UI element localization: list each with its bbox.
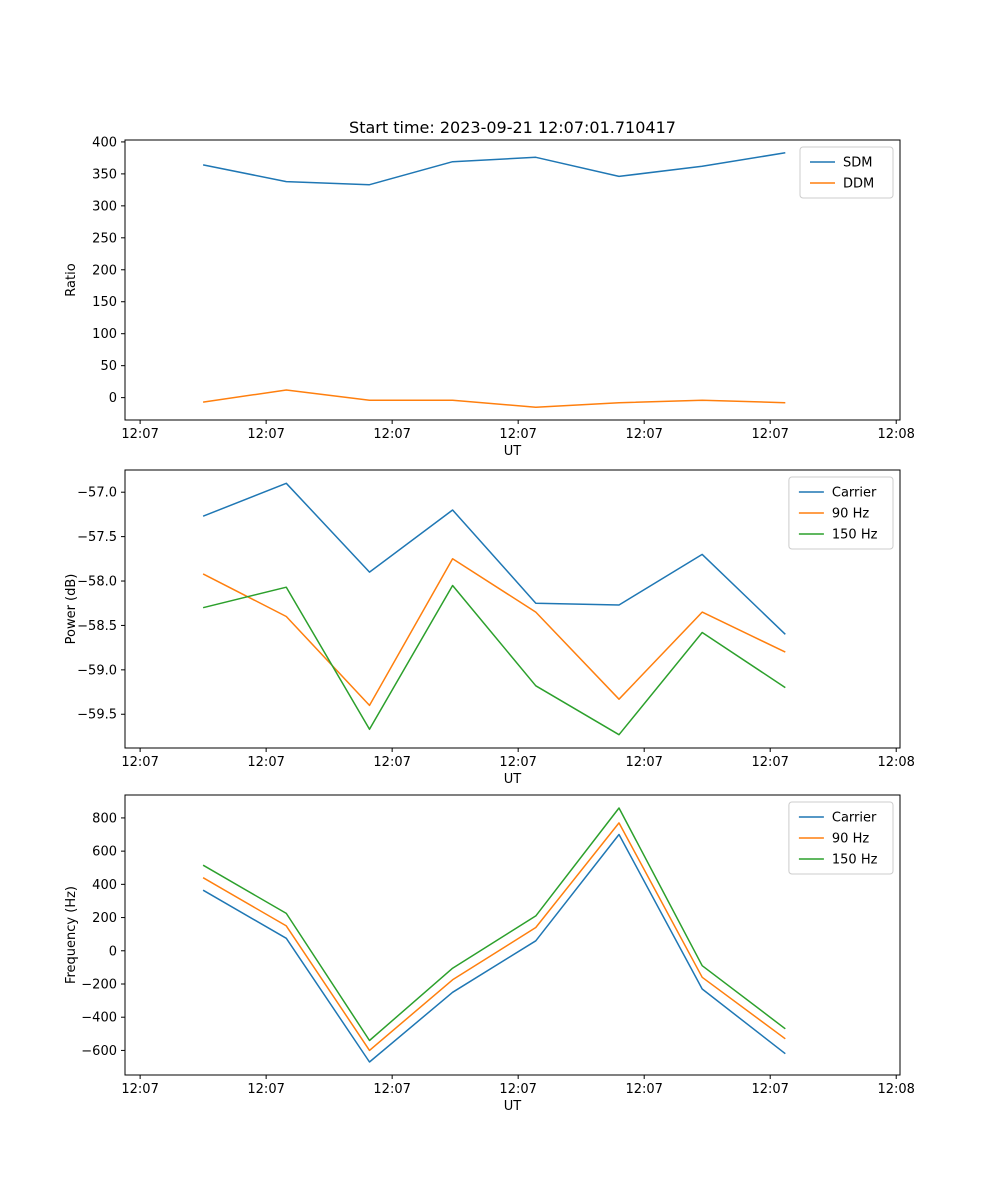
y-tick-label: −600 (81, 1044, 117, 1059)
legend-box (788, 476, 894, 550)
x-tick-label: 12:07 (247, 1082, 284, 1097)
y-tick-label: 300 (92, 199, 117, 214)
x-tick-label: 12:07 (373, 755, 410, 770)
y-tick-label: −57.5 (77, 530, 117, 545)
y-tick-label: 250 (92, 231, 117, 246)
x-tick-label: 12:07 (121, 755, 158, 770)
legend-label: 150 Hz (832, 528, 878, 543)
axes-frame (124, 469, 901, 749)
x-tick-label: 12:07 (499, 1082, 536, 1097)
x-tick-label: 12:07 (499, 755, 536, 770)
x-axis-label: UT (504, 1099, 522, 1114)
x-tick-label: 12:07 (751, 755, 788, 770)
x-tick-label: 12:07 (625, 755, 662, 770)
x-tick-label: 12:07 (121, 1082, 158, 1097)
x-tick-label: 12:07 (751, 1082, 788, 1097)
y-tick-label: 350 (92, 167, 117, 182)
legend-label: 150 Hz (832, 853, 878, 868)
series-line-carrier (202, 482, 786, 635)
legend-label: 90 Hz (832, 832, 869, 847)
y-tick-label: 200 (92, 263, 117, 278)
series-line-ddm (202, 389, 786, 408)
y-axis-label: Frequency (Hz) (64, 886, 79, 984)
legend-label: 90 Hz (832, 507, 869, 522)
x-tick-label: 12:07 (625, 1082, 662, 1097)
y-tick-label: −58.5 (77, 619, 117, 634)
y-axis-label: Power (dB) (64, 574, 79, 645)
y-tick-label: 50 (100, 359, 117, 374)
axes-frame (124, 794, 901, 1076)
y-tick-label: 150 (92, 295, 117, 310)
x-axis-label: UT (504, 444, 522, 459)
legend-label: Carrier (832, 486, 877, 501)
y-tick-label: 400 (92, 878, 117, 893)
x-axis-label: UT (504, 772, 522, 787)
y-tick-label: −59.5 (77, 708, 117, 723)
x-tick-label: 12:07 (373, 427, 410, 442)
y-tick-label: 600 (92, 845, 117, 860)
y-tick-label: 400 (92, 135, 117, 150)
series-line-150-hz (202, 584, 786, 736)
x-tick-label: 12:07 (625, 427, 662, 442)
series-line-sdm (202, 152, 786, 186)
legend-label: DDM (843, 177, 874, 192)
x-tick-label: 12:07 (499, 427, 536, 442)
x-tick-label: 12:08 (877, 755, 914, 770)
legend-box (799, 146, 894, 199)
x-tick-label: 12:08 (877, 1082, 914, 1097)
y-tick-label: 0 (109, 944, 117, 959)
series-line-150-hz (202, 807, 786, 1042)
y-axis-label: Ratio (64, 263, 79, 296)
y-tick-label: −200 (81, 977, 117, 992)
x-tick-label: 12:07 (751, 427, 788, 442)
legend-label: SDM (843, 156, 872, 171)
legend-box (788, 801, 894, 875)
x-tick-label: 12:07 (121, 427, 158, 442)
y-tick-label: −59.0 (77, 663, 117, 678)
series-line-carrier (202, 833, 786, 1063)
axes-frame (124, 139, 901, 421)
y-tick-label: 800 (92, 811, 117, 826)
y-tick-label: −58.0 (77, 575, 117, 590)
series-line-90-hz (202, 822, 786, 1052)
y-tick-label: −57.0 (77, 486, 117, 501)
y-tick-label: −400 (81, 1011, 117, 1026)
legend-label: Carrier (832, 811, 877, 826)
x-tick-label: 12:07 (247, 755, 284, 770)
series-line-90-hz (202, 558, 786, 707)
x-tick-label: 12:08 (877, 427, 914, 442)
chart-title: Start time: 2023-09-21 12:07:01.710417 (349, 118, 676, 137)
y-tick-label: 200 (92, 911, 117, 926)
x-tick-label: 12:07 (247, 427, 284, 442)
y-tick-label: 0 (109, 391, 117, 406)
y-tick-label: 100 (92, 327, 117, 342)
x-tick-label: 12:07 (373, 1082, 410, 1097)
